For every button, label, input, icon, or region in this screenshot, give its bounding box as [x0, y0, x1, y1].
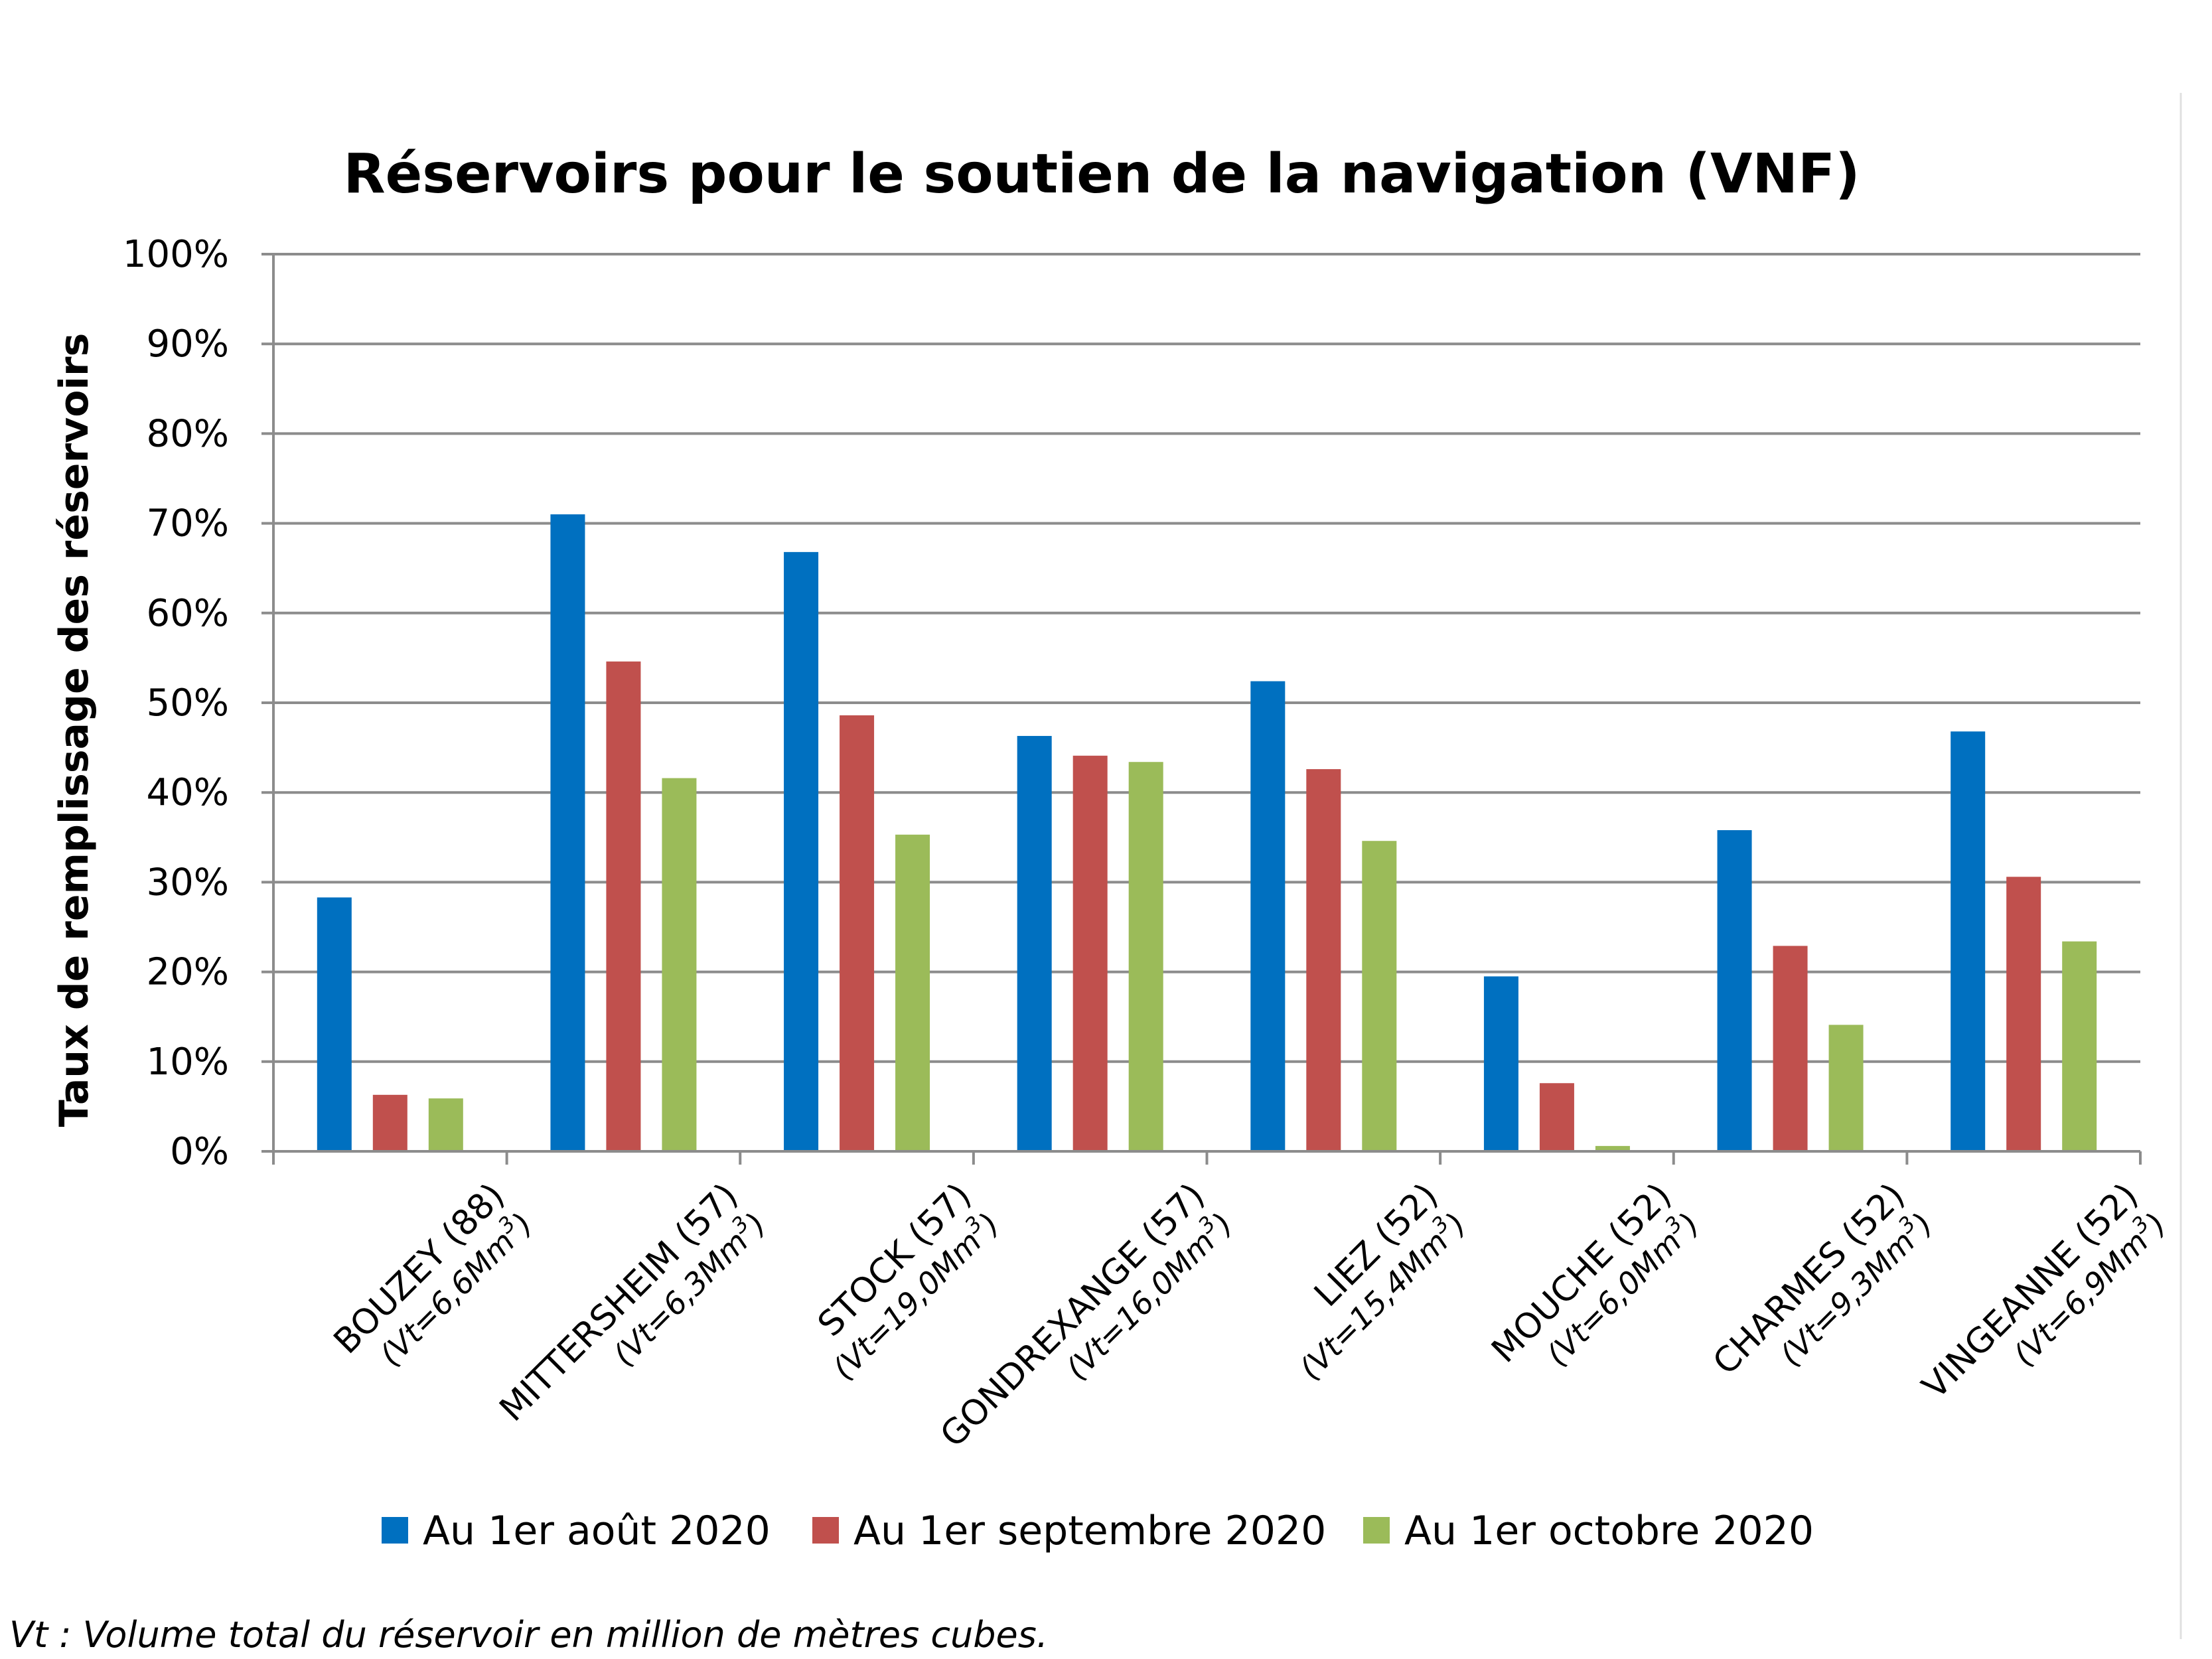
legend-swatch	[812, 1517, 839, 1544]
y-tick-label: 100%	[123, 233, 229, 276]
y-axis-ticks: 0% 10% 20% 30% 40% 50% 60% 70% 80% 90% 100%	[123, 233, 275, 1173]
footnote: Vt : Volume total du réservoir en millio…	[9, 1614, 1048, 1656]
y-tick-label: 70%	[147, 502, 229, 545]
bar	[2062, 941, 2097, 1151]
bars	[317, 514, 2097, 1151]
bar	[1773, 946, 1808, 1151]
y-tick-label: 80%	[147, 412, 229, 455]
bar	[1362, 841, 1397, 1151]
y-tick-label: 30%	[147, 861, 229, 904]
bar	[1483, 976, 1518, 1151]
bar	[840, 715, 875, 1151]
legend-label: Au 1er septembre 2020	[853, 1508, 1326, 1554]
bar	[317, 897, 352, 1151]
y-tick-label: 50%	[147, 682, 229, 725]
y-tick-label: 60%	[147, 592, 229, 635]
y-tick-label: 40%	[147, 771, 229, 814]
bar	[372, 1094, 407, 1151]
y-tick-label: 20%	[147, 951, 229, 994]
bar	[1306, 769, 1341, 1151]
y-axis-label: Taux de remplissage des réservoirs	[51, 333, 98, 1127]
bar	[1595, 1145, 1630, 1151]
bar	[1828, 1025, 1864, 1151]
bar	[895, 834, 930, 1151]
legend-label: Au 1er octobre 2020	[1404, 1508, 1814, 1554]
y-tick-label: 10%	[147, 1041, 229, 1084]
bar	[550, 514, 585, 1151]
bar	[1250, 681, 1286, 1151]
legend-swatch	[1363, 1517, 1390, 1544]
y-tick-label: 0%	[170, 1130, 229, 1173]
bar	[1951, 731, 1986, 1151]
y-tick-label: 90%	[147, 323, 229, 366]
x-axis	[272, 1150, 2142, 1165]
bar	[428, 1098, 463, 1151]
legend-label: Au 1er août 2020	[423, 1508, 771, 1554]
legend: Au 1er août 2020 Au 1er septembre 2020 Au …	[382, 1508, 1814, 1554]
bar	[1017, 736, 1052, 1151]
bar	[784, 551, 819, 1151]
legend-swatch	[382, 1517, 408, 1544]
bar	[1128, 762, 1163, 1151]
bar	[1072, 755, 1108, 1151]
bar	[2006, 877, 2041, 1151]
bar	[662, 778, 697, 1151]
bar	[606, 661, 641, 1151]
bar	[1539, 1083, 1574, 1151]
bar	[1717, 830, 1752, 1151]
chart-title: Réservoirs pour le soutien de la navigat…	[343, 143, 1860, 206]
